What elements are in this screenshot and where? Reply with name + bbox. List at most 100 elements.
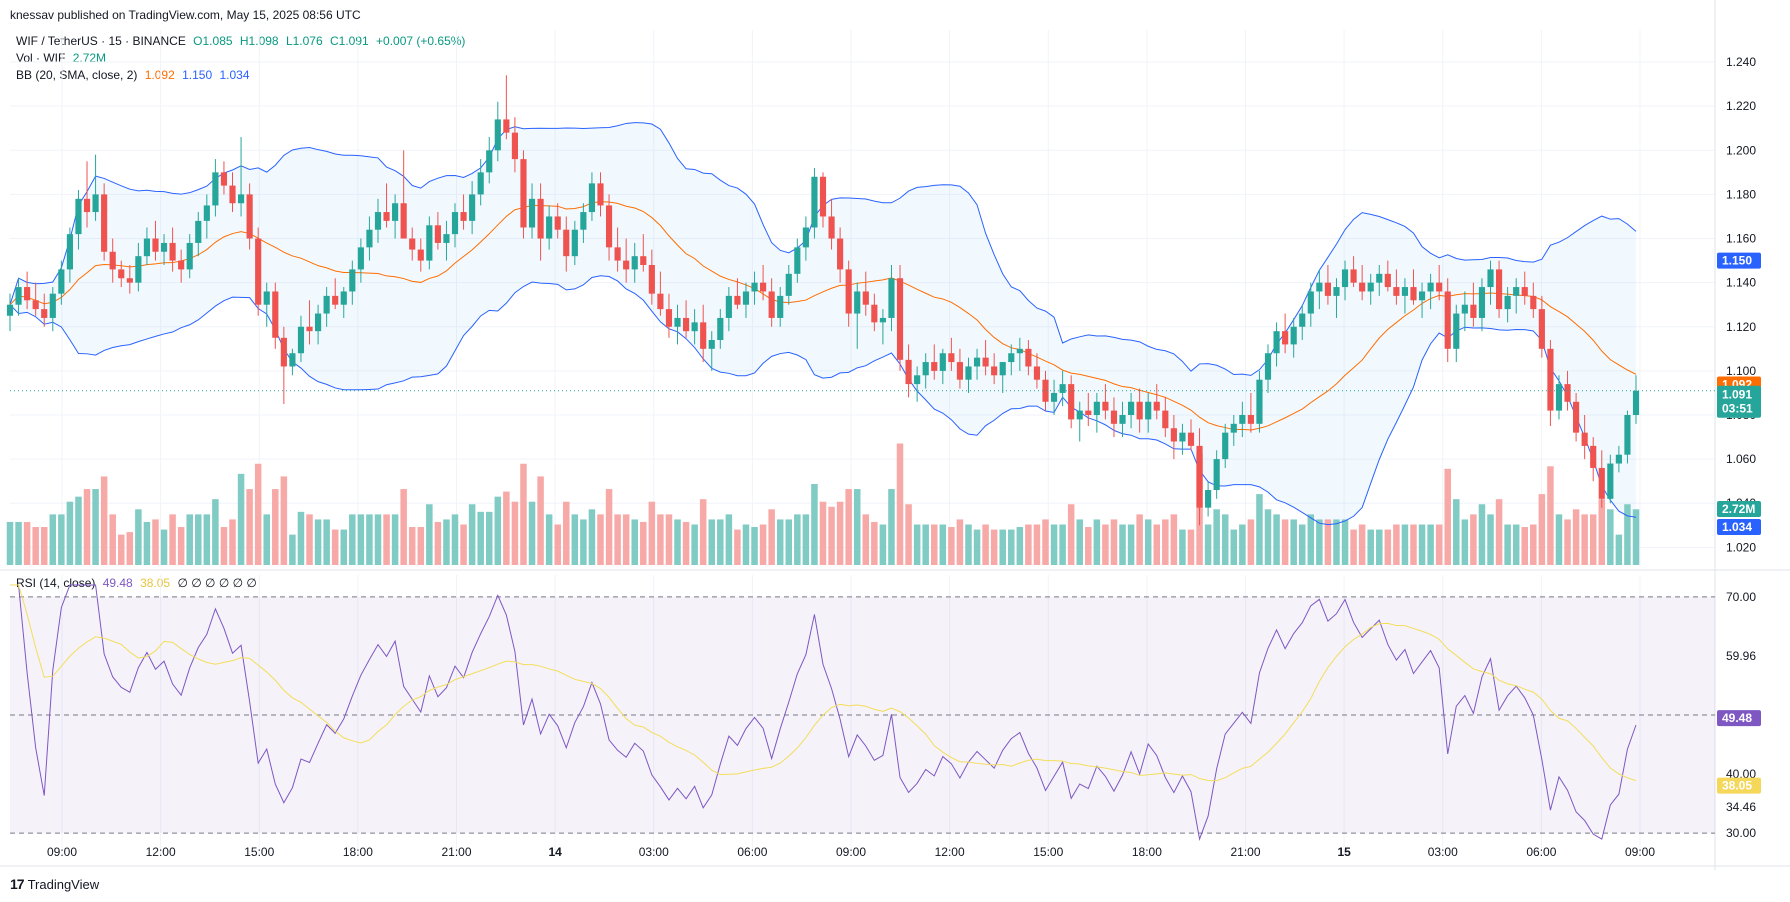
candle-body bbox=[819, 176, 827, 217]
volume-bar bbox=[1273, 514, 1280, 565]
volume-bar bbox=[1127, 524, 1135, 565]
volume-bar bbox=[1555, 514, 1563, 565]
candle-body bbox=[92, 194, 99, 213]
candle-body bbox=[1264, 353, 1272, 380]
candle-body bbox=[1444, 291, 1451, 349]
candle-body bbox=[1016, 348, 1023, 354]
rsi-pane bbox=[10, 584, 1715, 841]
price-tick-label: 1.220 bbox=[1726, 99, 1756, 113]
candle-body bbox=[1376, 273, 1383, 283]
volume-label[interactable]: Vol · WIF bbox=[16, 51, 66, 65]
volume-bar bbox=[195, 514, 202, 565]
volume-bar bbox=[990, 529, 998, 565]
candle-body bbox=[528, 198, 536, 228]
volume-bar bbox=[742, 524, 750, 565]
time-tick-label: 03:00 bbox=[639, 845, 669, 859]
volume-bar bbox=[1085, 527, 1092, 565]
volume-bar bbox=[323, 519, 330, 565]
candle-body bbox=[973, 357, 981, 367]
volume-bar bbox=[699, 499, 707, 565]
volume-bar bbox=[1179, 529, 1186, 565]
candle-body bbox=[1547, 348, 1554, 411]
tradingview-brand: TradingView bbox=[27, 876, 100, 892]
candle-body bbox=[6, 304, 14, 316]
candle-body bbox=[383, 212, 390, 221]
candle-body bbox=[392, 203, 399, 221]
volume-bar bbox=[1281, 519, 1289, 565]
volume-bar bbox=[657, 514, 664, 565]
candle-body bbox=[657, 293, 664, 310]
symbol-name[interactable]: WIF / TetherUS · 15 · BINANCE bbox=[16, 34, 186, 48]
volume-bar bbox=[177, 527, 185, 565]
rsi-label[interactable]: RSI (14, close) bbox=[16, 576, 96, 590]
volume-bar bbox=[40, 527, 48, 565]
time-tick-label: 09:00 bbox=[1625, 845, 1655, 859]
candle-body bbox=[1590, 445, 1597, 468]
ohlc-open: O1.085 bbox=[193, 34, 233, 48]
candle-body bbox=[956, 362, 964, 380]
candle-body bbox=[580, 212, 587, 230]
price-tick-label: 1.160 bbox=[1726, 232, 1756, 246]
candle-body bbox=[503, 119, 510, 133]
candle-body bbox=[1076, 410, 1083, 420]
volume-bar bbox=[674, 519, 681, 565]
volume-bar bbox=[1008, 529, 1015, 565]
candle-body bbox=[802, 227, 809, 248]
time-tick-label: 12:00 bbox=[146, 845, 176, 859]
volume-bar bbox=[1324, 519, 1332, 565]
candle-body bbox=[1316, 282, 1323, 292]
candle-body bbox=[922, 362, 929, 376]
volume-bar bbox=[331, 529, 339, 565]
candle-body bbox=[1050, 392, 1058, 402]
volume-bar bbox=[1144, 519, 1152, 565]
candle-body bbox=[323, 295, 330, 314]
volume-bar bbox=[203, 514, 211, 565]
candle-body bbox=[1504, 295, 1511, 310]
bb-label[interactable]: BB (20, SMA, close, 2) bbox=[16, 68, 138, 82]
candle-body bbox=[768, 291, 775, 318]
price-tick-label: 1.180 bbox=[1726, 187, 1756, 201]
candle-body bbox=[939, 353, 946, 371]
candle-body bbox=[332, 295, 339, 305]
candle-body bbox=[443, 234, 450, 243]
badge-bb-upper: 1.150 bbox=[1722, 254, 1752, 268]
volume-bar bbox=[759, 524, 767, 565]
volume-bar bbox=[605, 489, 613, 565]
candle-body bbox=[1453, 313, 1460, 349]
volume-bar bbox=[948, 527, 955, 565]
price-tick-label: 1.060 bbox=[1726, 452, 1756, 466]
candle-body bbox=[340, 291, 347, 305]
candle-body bbox=[417, 249, 424, 261]
volume-bar bbox=[1418, 524, 1426, 565]
volume-bar bbox=[1598, 499, 1606, 565]
volume-bar bbox=[717, 519, 724, 565]
volume-bar bbox=[83, 489, 91, 565]
badge-bb-lower: 1.034 bbox=[1722, 520, 1752, 534]
volume-bar bbox=[1487, 514, 1494, 565]
volume-bar bbox=[1470, 514, 1477, 565]
candle-body bbox=[1436, 282, 1443, 292]
candle-body bbox=[1119, 415, 1126, 424]
volume-bar bbox=[468, 504, 476, 565]
candle-body bbox=[648, 265, 655, 294]
volume-bar bbox=[1170, 514, 1178, 565]
ohlc-close: C1.091 bbox=[329, 34, 369, 48]
candle-body bbox=[1598, 467, 1605, 499]
candle-body bbox=[999, 362, 1006, 376]
candle-body bbox=[1384, 273, 1391, 288]
candle-body bbox=[1555, 384, 1563, 411]
time-tick-label: 15:00 bbox=[1033, 845, 1063, 859]
volume-bar bbox=[982, 524, 989, 565]
candle-body bbox=[434, 225, 441, 243]
candle-body bbox=[1401, 287, 1409, 296]
volume-bar bbox=[1025, 524, 1032, 565]
price-tick-label: 1.120 bbox=[1726, 320, 1756, 334]
candle-body bbox=[1059, 384, 1066, 393]
badge-countdown: 03:51 bbox=[1722, 402, 1753, 416]
candle-body bbox=[742, 291, 750, 305]
rsi-tick-label: 30.00 bbox=[1726, 826, 1756, 840]
volume-bar bbox=[1547, 466, 1554, 565]
volume-bar bbox=[888, 489, 895, 565]
ohlc-low: L1.076 bbox=[285, 34, 323, 48]
